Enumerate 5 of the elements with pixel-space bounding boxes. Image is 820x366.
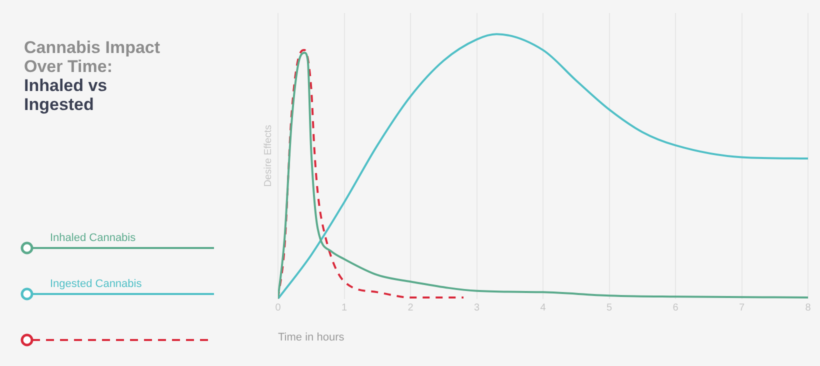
text: Inhaled Cannabis bbox=[50, 232, 136, 244]
text: Cannabis Impact Over Time: bbox=[24, 38, 162, 76]
x-axis-title: Time in hours bbox=[278, 331, 345, 344]
text: Inhaled vs Ingested bbox=[24, 76, 108, 114]
text: Ingested Cannabis bbox=[50, 278, 142, 290]
